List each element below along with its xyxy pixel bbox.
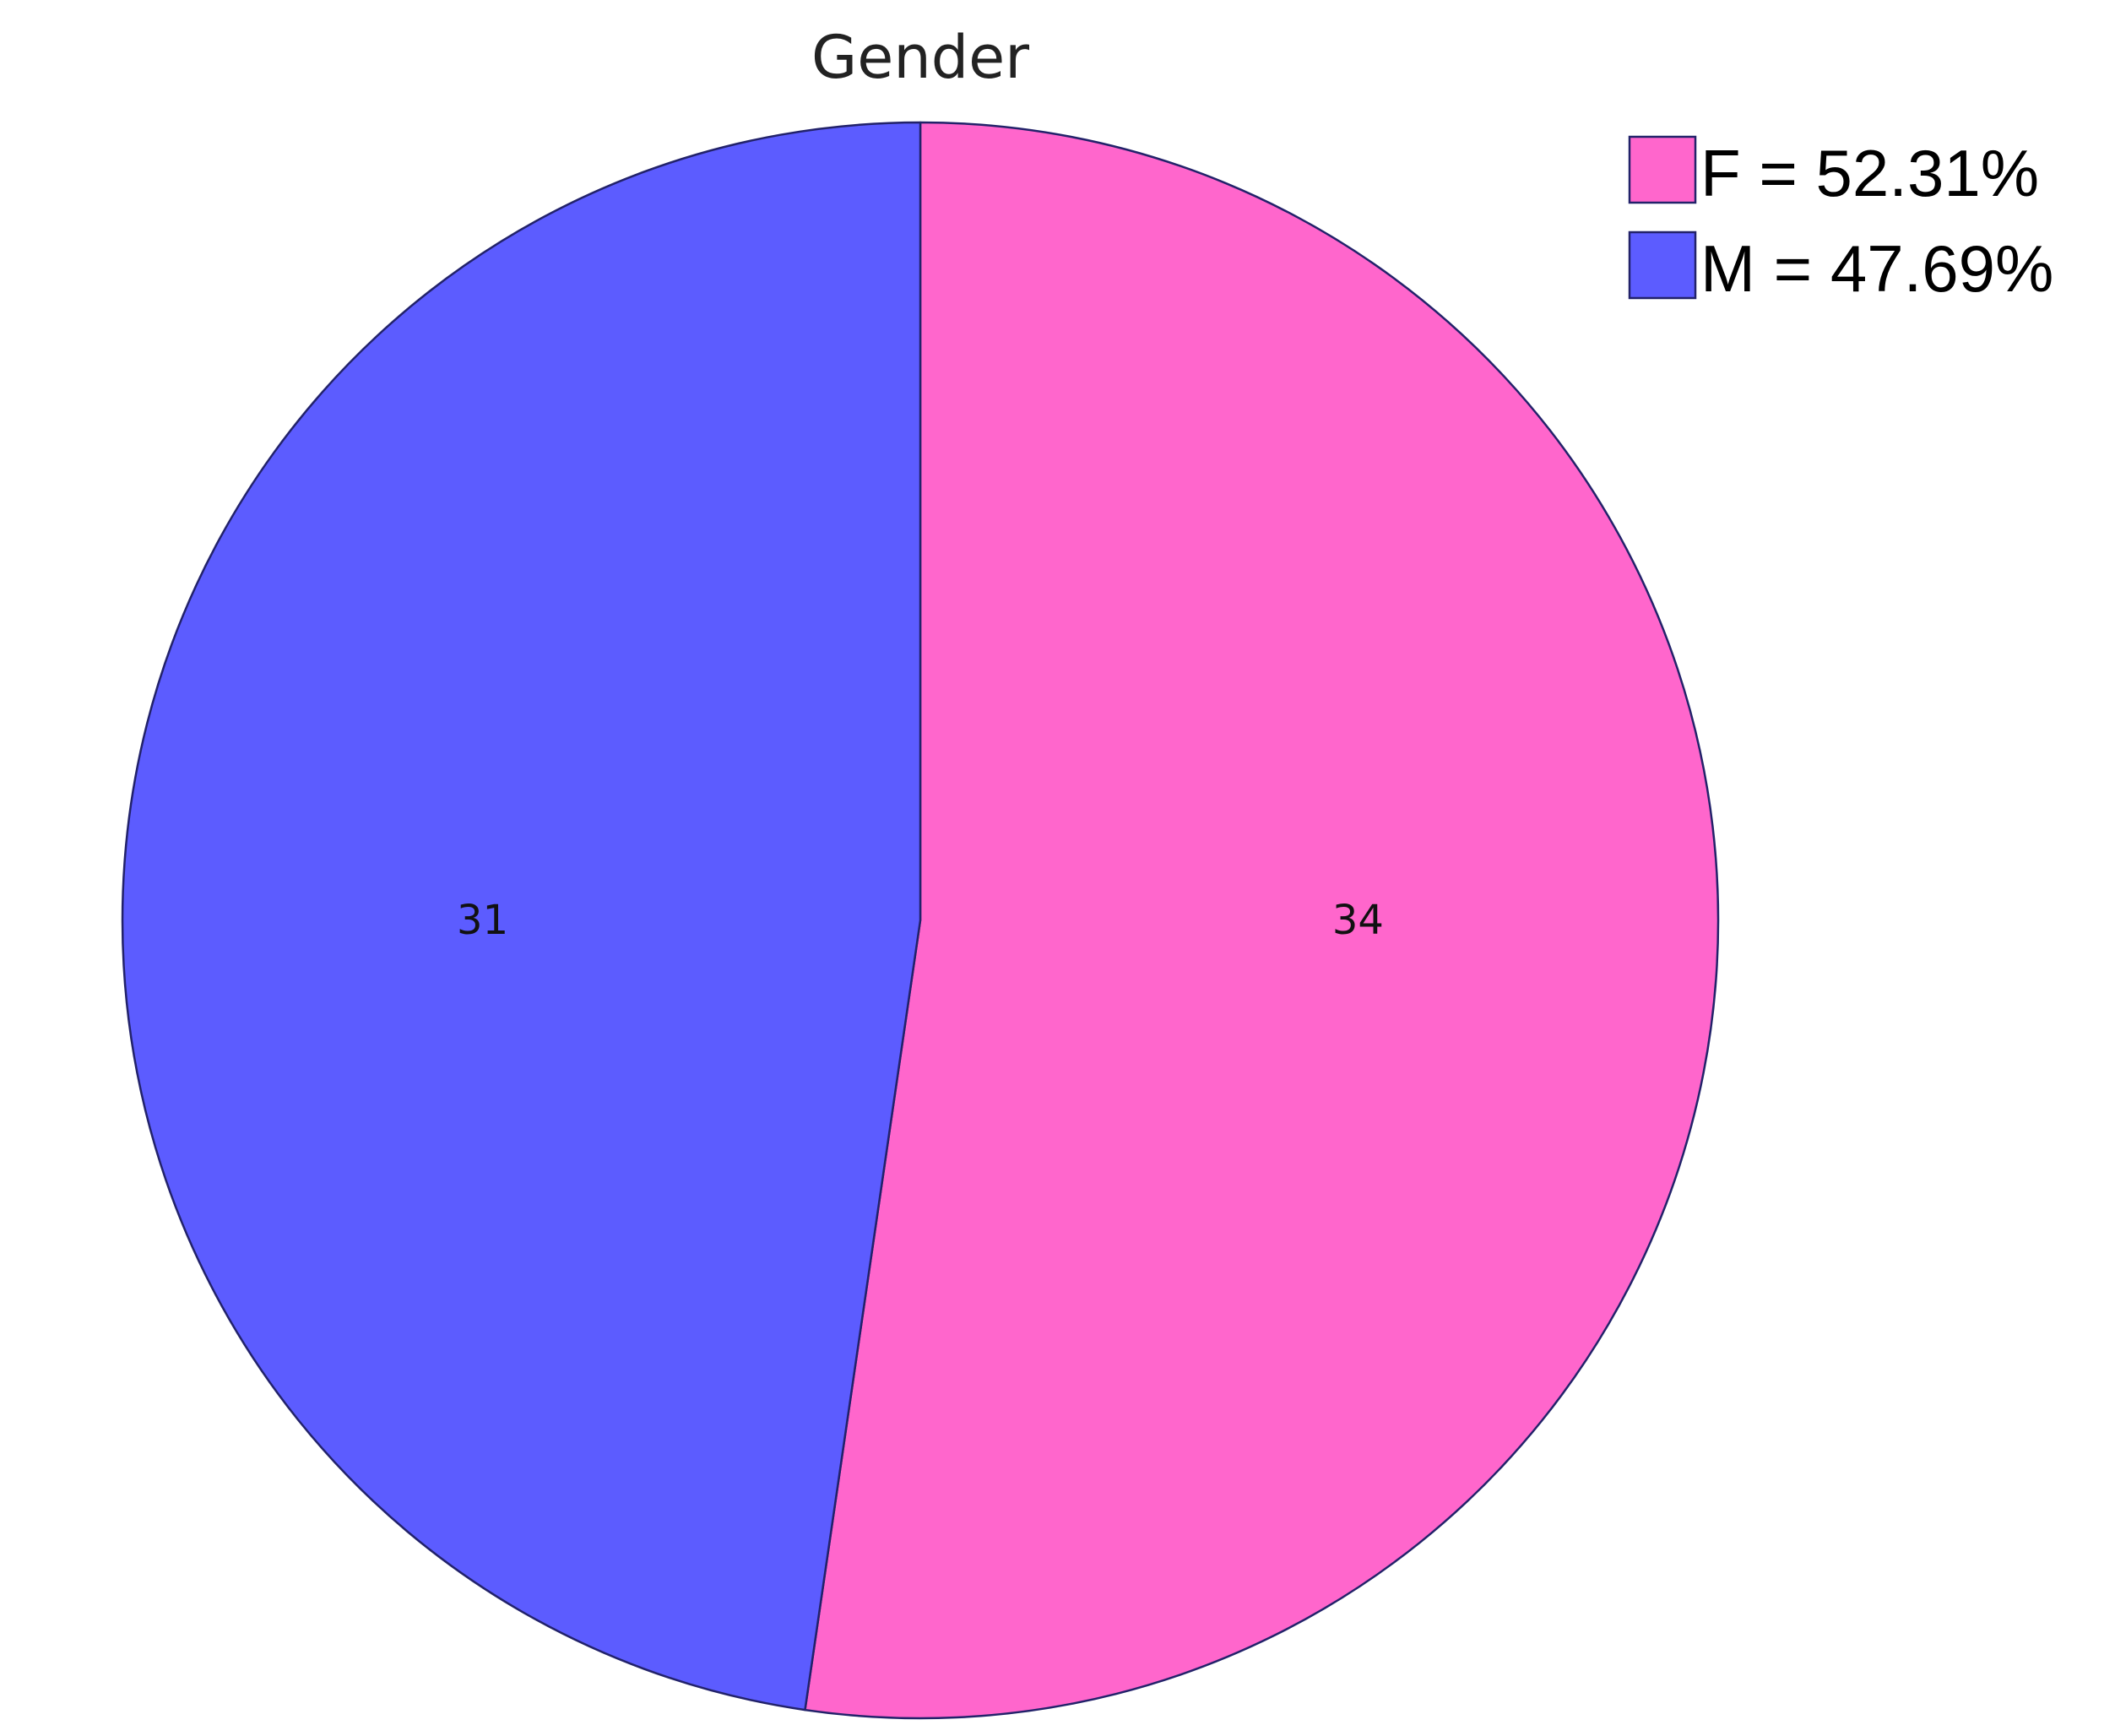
pie-slice-m [121, 121, 922, 1712]
legend-label-f: F = 52.31% [1700, 136, 2039, 210]
pie-slices [121, 121, 1720, 1720]
legend: F = 52.31% M = 47.69% [1628, 135, 2053, 306]
legend-swatch-f [1628, 135, 1697, 204]
slice-label-f: 34 [1332, 897, 1384, 944]
chart-title: Gender [811, 23, 1029, 92]
slice-labels: 34 31 [457, 897, 1384, 944]
legend-label-m: M = 47.69% [1700, 231, 2053, 306]
slice-label-m: 31 [457, 897, 508, 944]
pie-slice-f [804, 121, 1720, 1720]
legend-swatch-m [1628, 231, 1697, 300]
